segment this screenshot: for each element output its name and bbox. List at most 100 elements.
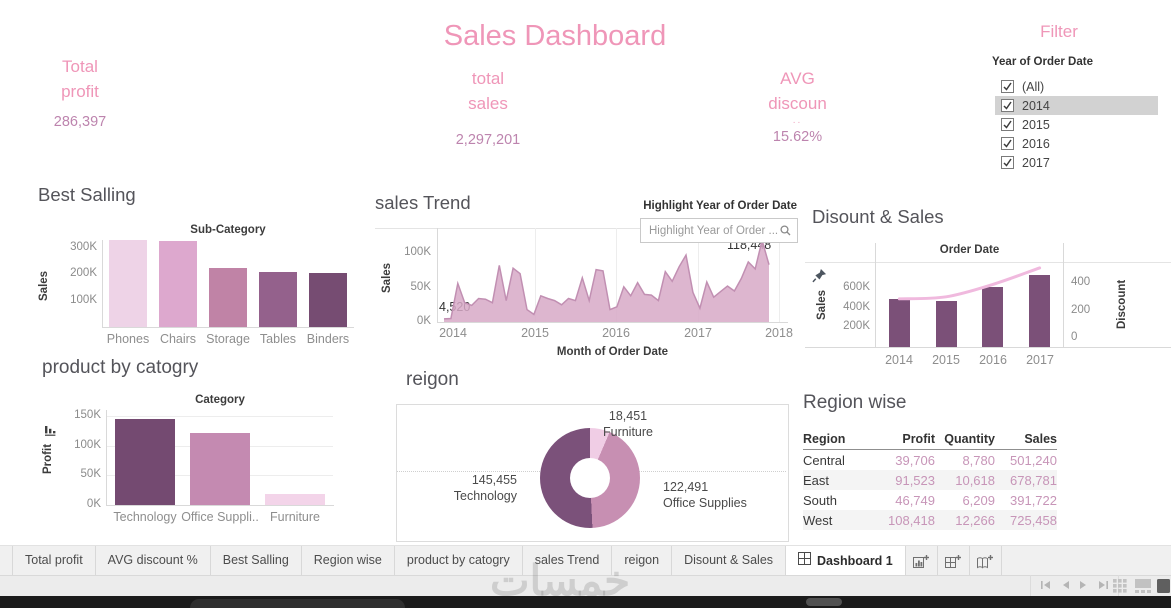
cell-region: South xyxy=(803,492,837,508)
filter-option-2016[interactable]: 2016 xyxy=(995,134,1158,153)
bar-binders[interactable] xyxy=(309,273,347,327)
right-tick-0: 0 xyxy=(1071,331,1078,343)
first-sheet-icon[interactable] xyxy=(1040,577,1052,595)
bar-sales-2015[interactable] xyxy=(936,301,957,347)
kpi-total-profit: Total profit 286,397 xyxy=(30,54,130,130)
status-bar xyxy=(0,575,1171,597)
sales-trend-area-mark[interactable] xyxy=(437,228,788,322)
table-row-east[interactable]: East 91,523 10,618 678,781 xyxy=(803,470,1057,490)
table-row-central[interactable]: Central 39,706 8,780 501,240 xyxy=(803,450,1057,470)
column-header-quantity: Quantity xyxy=(944,432,995,446)
pinned-axis-pin-icon[interactable] xyxy=(812,268,827,288)
cell-value: 8,780 xyxy=(962,452,995,468)
new-worksheet-icon xyxy=(912,554,929,568)
bar-office-suppli[interactable] xyxy=(190,433,250,505)
checkbox-icon[interactable] xyxy=(1001,137,1014,150)
active-tab-label: Dashboard 1 xyxy=(817,553,893,568)
bar-storage[interactable] xyxy=(209,268,247,327)
discount-line-mark[interactable] xyxy=(876,262,1063,347)
kpi-value: 15.62% xyxy=(772,129,823,145)
panel-top-border xyxy=(375,228,788,229)
region-table: Region Profit Quantity Sales Central 39,706 8,… xyxy=(803,429,1057,530)
presentation-mode-icon[interactable] xyxy=(1157,579,1170,598)
right-tick-400: 400 xyxy=(1071,276,1091,288)
highlight-search-box[interactable] xyxy=(640,218,798,243)
checkbox-icon[interactable] xyxy=(1001,99,1014,112)
cell-value: 6,209 xyxy=(962,492,995,508)
dashboard-grid-icon xyxy=(798,547,812,576)
filter-option-label: 2014 xyxy=(1022,98,1050,113)
x-axis-ruler xyxy=(805,347,1171,348)
y-tick-200k: 200K xyxy=(70,267,97,279)
filter-option-all[interactable]: (All) xyxy=(995,77,1158,96)
y-tick-150k: 150K xyxy=(74,409,101,421)
tab-avg-discount[interactable]: AVG discount % xyxy=(96,546,211,576)
bar-technology[interactable] xyxy=(115,419,175,505)
kpi-label: discoun xyxy=(768,94,827,113)
tab-region-wise[interactable]: Region wise xyxy=(302,546,395,576)
chart-title-best-salling: Best Salling xyxy=(38,184,136,205)
x-tick-2014: 2014 xyxy=(439,326,467,340)
column-header-profit: Profit xyxy=(902,432,935,446)
year-gridline xyxy=(535,228,536,322)
tab-total-profit[interactable]: Total profit xyxy=(13,546,96,576)
category-label-phones: Phones xyxy=(106,332,150,346)
y-tick-100k: 100K xyxy=(70,294,97,306)
cell-region: West xyxy=(803,512,833,528)
y-axis-ruler xyxy=(102,240,103,327)
filter-option-list: (All) 2014 2015 2016 2017 xyxy=(995,77,1158,172)
table-row-west[interactable]: West 108,418 12,266 725,458 xyxy=(803,510,1057,530)
table-row-south[interactable]: South 46,749 6,209 391,722 xyxy=(803,490,1057,510)
bar-chairs[interactable] xyxy=(159,241,197,327)
checkbox-icon[interactable] xyxy=(1001,156,1014,169)
slice-label-office-supplies: 122,491 Office Supplies xyxy=(663,480,747,510)
taskbar-pill[interactable] xyxy=(806,598,842,606)
bar-furniture[interactable] xyxy=(265,494,325,505)
bar-phones[interactable] xyxy=(109,240,147,327)
new-dashboard-button[interactable] xyxy=(938,546,970,576)
right-panel-ruler xyxy=(1063,243,1064,347)
tab-reigon[interactable]: reigon xyxy=(612,546,673,576)
sheet-navigation xyxy=(1030,575,1119,596)
checkbox-icon[interactable] xyxy=(1001,118,1014,131)
gridline xyxy=(107,416,333,417)
category-label-tables: Tables xyxy=(259,332,297,346)
last-sheet-icon[interactable] xyxy=(1097,577,1109,595)
show-filmstrip-view-icon[interactable] xyxy=(1135,579,1151,598)
x-axis-title: Category xyxy=(195,394,245,406)
bar-sales-2017[interactable] xyxy=(1029,275,1050,347)
kpi-label: Total xyxy=(62,57,98,76)
cell-value: 91,523 xyxy=(895,472,935,488)
tab-scroll-stub[interactable] xyxy=(0,546,13,576)
new-story-button[interactable] xyxy=(970,546,1002,576)
tab-disount-sales[interactable]: Disount & Sales xyxy=(672,546,787,576)
filter-option-2014[interactable]: 2014 xyxy=(995,96,1158,115)
tab-best-salling[interactable]: Best Salling xyxy=(211,546,302,576)
previous-sheet-icon[interactable] xyxy=(1061,577,1070,595)
sheet-tab-bar: Total profit AVG discount % Best Salling Re… xyxy=(0,545,1171,576)
y-axis-title: Profit xyxy=(42,443,54,475)
filter-option-2017[interactable]: 2017 xyxy=(995,153,1158,172)
taskbar-window-shape[interactable] xyxy=(190,599,405,608)
bar-sales-2014[interactable] xyxy=(889,299,910,347)
x-axis-title: Month of Order Date xyxy=(556,346,669,358)
chart-title-disount-sales: Disount & Sales xyxy=(812,206,944,227)
y-tick-100k: 100K xyxy=(404,246,431,258)
sort-descending-icon[interactable] xyxy=(45,423,56,441)
kpi-label: total xyxy=(471,69,505,88)
bar-tables[interactable] xyxy=(259,272,297,327)
chart-title-reigon: reigon xyxy=(406,369,459,390)
bar-sales-2016[interactable] xyxy=(982,287,1003,347)
cell-value: 391,722 xyxy=(1010,492,1057,508)
filter-option-2015[interactable]: 2015 xyxy=(995,115,1158,134)
new-dashboard-icon xyxy=(944,554,961,568)
search-input[interactable] xyxy=(641,224,780,237)
tab-sales-trend[interactable]: sales Trend xyxy=(523,546,613,576)
tab-product-by-catogry[interactable]: product by catogry xyxy=(395,546,523,576)
new-worksheet-button[interactable] xyxy=(906,546,938,576)
tab-dashboard-1[interactable]: Dashboard 1 xyxy=(786,546,906,576)
show-sheets-grid-view-icon[interactable] xyxy=(1113,579,1127,598)
checkbox-icon[interactable] xyxy=(1001,80,1014,93)
next-sheet-icon[interactable] xyxy=(1079,577,1088,595)
